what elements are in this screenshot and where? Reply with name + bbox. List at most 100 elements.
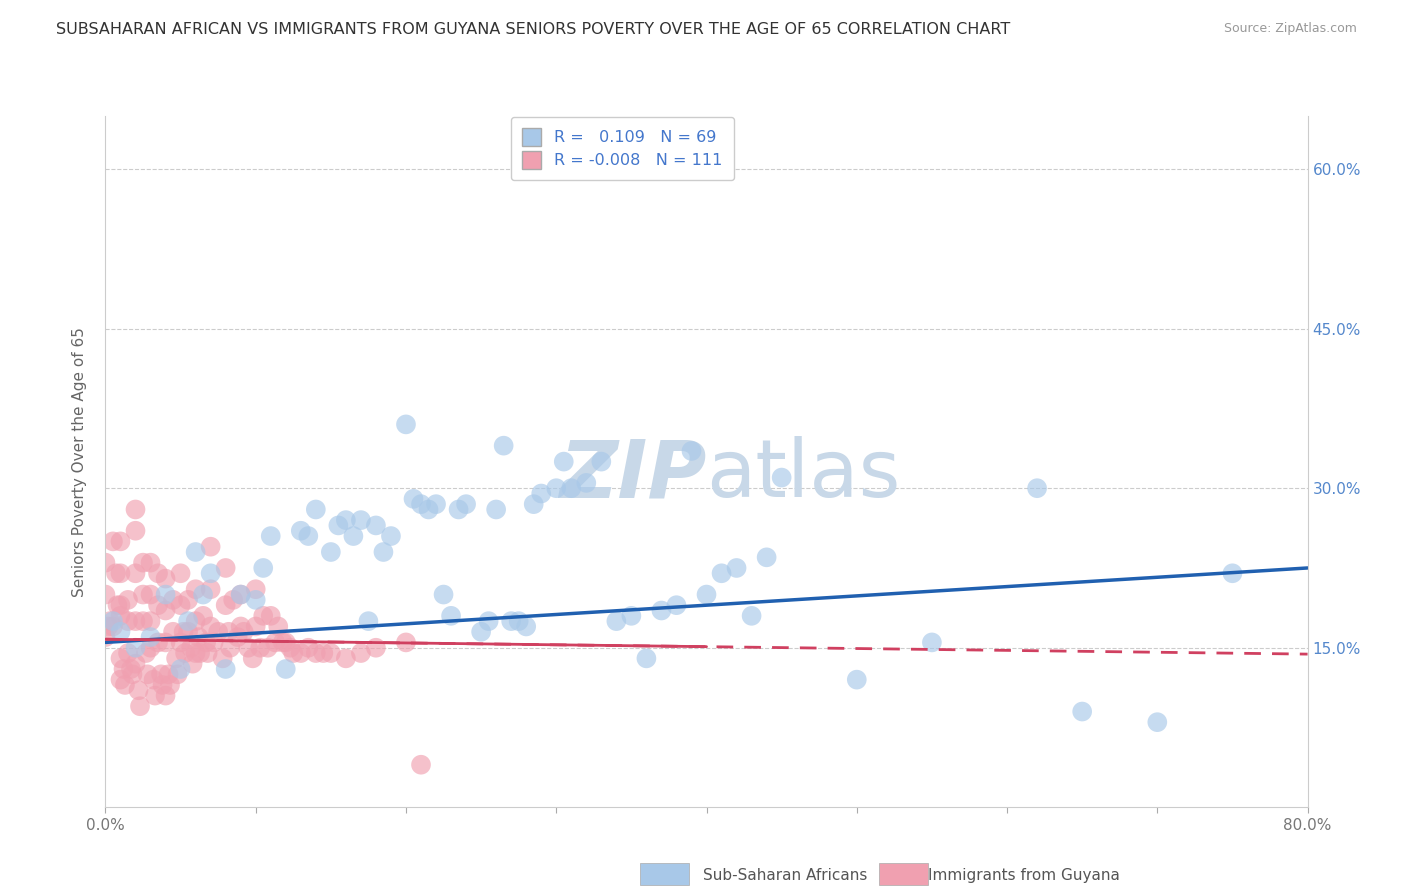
- Point: [94, 588, 117, 602]
- Point: [101, 619, 124, 633]
- Point: [155, 603, 177, 617]
- Point: [94, 630, 117, 644]
- Point: [245, 619, 267, 633]
- Point: [101, 534, 124, 549]
- Point: [200, 566, 222, 581]
- Point: [180, 640, 202, 655]
- Point: [319, 646, 342, 660]
- Point: [110, 651, 132, 665]
- Point: [755, 550, 778, 565]
- Point: [395, 635, 418, 649]
- Point: [139, 588, 162, 602]
- Point: [305, 646, 328, 660]
- Point: [162, 624, 184, 639]
- Point: [104, 566, 127, 581]
- Point: [152, 678, 174, 692]
- Point: [214, 598, 236, 612]
- Point: [132, 588, 155, 602]
- Point: [267, 619, 290, 633]
- Point: [605, 614, 627, 628]
- Point: [110, 624, 132, 639]
- Point: [921, 635, 943, 649]
- Point: [229, 588, 252, 602]
- Point: [249, 640, 271, 655]
- Point: [478, 614, 501, 628]
- Point: [132, 614, 155, 628]
- Point: [211, 651, 233, 665]
- Point: [101, 614, 124, 628]
- Point: [207, 624, 229, 639]
- Point: [143, 689, 166, 703]
- Point: [575, 475, 598, 490]
- Point: [770, 470, 793, 484]
- Point: [1071, 705, 1094, 719]
- Point: [184, 545, 207, 559]
- Point: [184, 646, 207, 660]
- Point: [312, 646, 335, 660]
- Point: [135, 646, 157, 660]
- Point: [166, 667, 188, 681]
- Point: [260, 529, 283, 543]
- Point: [402, 491, 425, 506]
- Point: [200, 540, 222, 554]
- Point: [142, 673, 165, 687]
- Point: [440, 608, 463, 623]
- Point: [560, 481, 582, 495]
- Point: [139, 640, 162, 655]
- Point: [297, 640, 319, 655]
- Point: [681, 444, 703, 458]
- Point: [373, 545, 395, 559]
- Point: [218, 624, 240, 639]
- Point: [229, 619, 252, 633]
- Point: [139, 556, 162, 570]
- Text: atlas: atlas: [707, 436, 901, 515]
- Point: [162, 593, 184, 607]
- Point: [159, 678, 181, 692]
- Point: [523, 497, 546, 511]
- Point: [200, 619, 222, 633]
- Point: [139, 614, 162, 628]
- Point: [425, 497, 447, 511]
- Point: [173, 624, 195, 639]
- Point: [177, 624, 200, 639]
- Point: [124, 502, 146, 516]
- Point: [409, 497, 432, 511]
- Point: [409, 757, 432, 772]
- Point: [169, 598, 191, 612]
- Point: [232, 624, 254, 639]
- Point: [342, 529, 364, 543]
- Point: [1026, 481, 1049, 495]
- Point: [124, 566, 146, 581]
- Point: [238, 640, 260, 655]
- Point: [364, 640, 387, 655]
- Point: [636, 651, 658, 665]
- Point: [364, 518, 387, 533]
- Point: [117, 614, 139, 628]
- Point: [187, 630, 209, 644]
- Point: [121, 667, 143, 681]
- Point: [226, 630, 249, 644]
- Text: Source: ZipAtlas.com: Source: ZipAtlas.com: [1223, 22, 1357, 36]
- Point: [229, 588, 252, 602]
- Point: [222, 593, 245, 607]
- Point: [191, 608, 214, 623]
- Point: [146, 635, 169, 649]
- Point: [242, 651, 264, 665]
- Point: [591, 455, 613, 469]
- Text: Immigrants from Guyana: Immigrants from Guyana: [928, 869, 1119, 883]
- Point: [110, 566, 132, 581]
- Point: [395, 417, 418, 432]
- Point: [278, 640, 301, 655]
- Point: [124, 614, 146, 628]
- Point: [271, 635, 294, 649]
- Point: [274, 662, 297, 676]
- Point: [97, 619, 120, 633]
- Legend: R =   0.109   N = 69, R = -0.008   N = 111: R = 0.109 N = 69, R = -0.008 N = 111: [510, 117, 734, 180]
- Text: SUBSAHARAN AFRICAN VS IMMIGRANTS FROM GUYANA SENIORS POVERTY OVER THE AGE OF 65 : SUBSAHARAN AFRICAN VS IMMIGRANTS FROM GU…: [56, 22, 1011, 37]
- Point: [169, 635, 191, 649]
- Point: [214, 561, 236, 575]
- Point: [530, 486, 553, 500]
- Point: [470, 624, 492, 639]
- Point: [110, 673, 132, 687]
- Point: [128, 683, 150, 698]
